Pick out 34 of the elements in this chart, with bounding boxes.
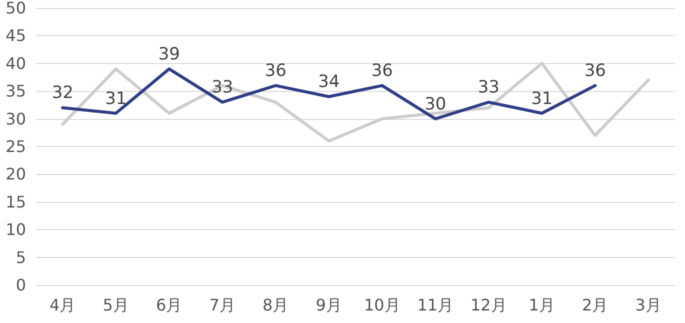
x-tick-label: 6月 (156, 296, 182, 314)
x-tick-label: 2月 (582, 296, 608, 314)
y-tick-label: 25 (6, 137, 26, 156)
y-tick-label: 30 (6, 109, 26, 128)
x-tick-label: 12月 (470, 296, 507, 314)
data-label: 34 (318, 72, 340, 92)
y-tick-label: 40 (6, 54, 26, 73)
x-tick-label: 5月 (102, 296, 129, 314)
data-label: 32 (52, 83, 74, 104)
data-label: 30 (424, 94, 446, 114)
data-label: 33 (212, 78, 234, 98)
y-tick-label: 50 (6, 0, 26, 18)
y-tick-label: 20 (6, 164, 26, 184)
x-tick-label: 3月 (635, 296, 662, 314)
data-label: 36 (584, 61, 606, 82)
x-tick-label: 1月 (528, 296, 555, 314)
x-tick-label: 8月 (262, 296, 289, 314)
x-tick-label: 11月 (417, 296, 454, 314)
y-tick-label: 35 (6, 82, 26, 101)
y-tick-label: 45 (6, 26, 26, 46)
data-label: 39 (158, 44, 180, 64)
data-label: 33 (478, 78, 500, 98)
x-tick-label: 9月 (316, 296, 342, 314)
x-tick-label: 10月 (364, 296, 400, 314)
y-tick-label: 10 (6, 220, 26, 240)
y-tick-label: 15 (6, 192, 26, 212)
data-label: 31 (105, 88, 127, 109)
data-label: 36 (264, 61, 286, 82)
x-tick-label: 4月 (50, 296, 76, 314)
y-tick-label: 0 (16, 276, 26, 294)
data-label: 31 (531, 88, 553, 109)
data-label: 36 (371, 61, 393, 82)
x-tick-label: 7月 (209, 296, 236, 314)
y-tick-label: 5 (16, 248, 26, 267)
